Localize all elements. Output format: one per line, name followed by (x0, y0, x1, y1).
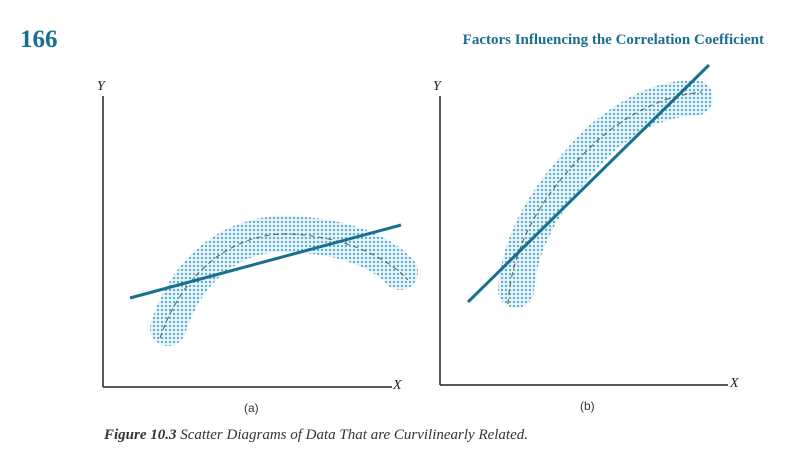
x-axis-label-b: X (730, 376, 739, 391)
caption-text: Scatter Diagrams of Data That are Curvil… (180, 427, 529, 443)
figure-label: Figure 10.3 (104, 427, 177, 443)
regression-line-a (129, 223, 402, 300)
regression-line-b (466, 63, 711, 304)
scatter-band-b (498, 80, 713, 308)
page-number: 166 (20, 26, 58, 53)
y-axis-label-a: Y (97, 79, 105, 94)
panel-b (439, 63, 728, 386)
running-title: Factors Influencing the Correlation Coef… (462, 32, 764, 48)
panel-a (102, 96, 418, 388)
scatter-band-a (150, 215, 418, 346)
y-axis-label-b: Y (433, 79, 441, 94)
x-axis-label-a: X (393, 378, 402, 393)
figure-caption: Figure 10.3 Scatter Diagrams of Data Tha… (104, 427, 528, 444)
panel-label-a: (a) (244, 401, 259, 415)
curve-a (159, 233, 409, 339)
panel-label-b: (b) (580, 399, 595, 413)
curve-b (507, 91, 703, 305)
